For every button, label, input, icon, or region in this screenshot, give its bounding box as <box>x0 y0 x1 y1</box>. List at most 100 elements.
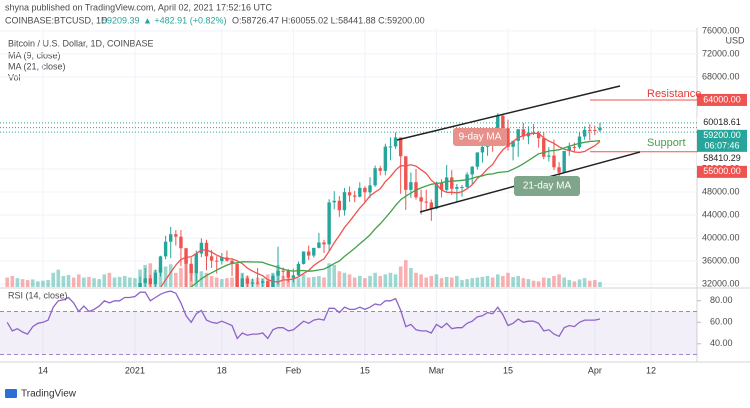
candle-body <box>496 115 500 139</box>
volume-bar <box>470 278 475 287</box>
candle-body <box>179 236 183 249</box>
volume-bar <box>388 272 393 287</box>
last-price: 59209.39 <box>102 15 140 25</box>
y-tick-label: 44000.00 <box>702 209 740 219</box>
volume-bar <box>342 272 347 287</box>
candle-body <box>450 177 454 189</box>
annotation-box <box>453 128 507 146</box>
candle-body <box>557 167 561 173</box>
x-tick-label: Mar <box>429 365 445 375</box>
candle-body <box>312 247 316 256</box>
volume-bar <box>373 272 377 287</box>
x-tick-label: 15 <box>360 365 370 375</box>
volume-bar <box>5 277 9 287</box>
candle-body <box>332 200 336 203</box>
volume-bar <box>475 277 480 287</box>
volume-bar <box>179 268 183 287</box>
candle-body <box>342 192 347 211</box>
volume-bar <box>357 275 362 287</box>
candle-body <box>363 187 367 193</box>
volume-bar <box>87 276 91 287</box>
volume-bar <box>112 277 117 287</box>
volume-bar <box>521 278 526 287</box>
candle-body <box>301 251 306 264</box>
volume-bar <box>306 277 311 287</box>
candle-body <box>460 186 464 188</box>
volume-bar <box>296 278 301 287</box>
volume-bar <box>593 280 597 287</box>
x-tick-label: 12 <box>646 365 656 375</box>
volume-bar <box>36 281 40 287</box>
candle-body <box>465 174 469 187</box>
price-label: 58410.29 <box>703 153 741 163</box>
volume-bar <box>220 279 224 287</box>
candle-body <box>184 248 188 264</box>
volume-bar <box>557 274 561 287</box>
volume-bar <box>598 281 602 287</box>
y-tick-label: 40000.00 <box>702 232 740 242</box>
volume-bar <box>281 275 285 287</box>
candle-body <box>138 283 142 287</box>
volume-bar <box>541 277 546 287</box>
volume-bar <box>312 276 316 287</box>
candle-body <box>327 202 331 245</box>
candle-body <box>572 146 577 148</box>
x-tick-label: 15 <box>503 365 513 375</box>
volume-bar <box>230 277 234 287</box>
candle-body <box>215 260 219 262</box>
volume-bar <box>582 278 587 287</box>
candle-body <box>373 168 377 186</box>
candle-body <box>306 251 311 256</box>
candle-body <box>158 256 163 273</box>
candle-body <box>577 136 582 148</box>
rsi-band <box>0 311 697 355</box>
volume-bar <box>439 278 444 287</box>
volume-bar <box>337 271 342 287</box>
candle-body <box>209 256 214 261</box>
volume-bar <box>128 277 132 287</box>
rsi-tick-label: 40.00 <box>710 338 733 348</box>
candle-body <box>444 177 449 190</box>
candle-body <box>153 272 158 285</box>
candle-body <box>536 132 541 139</box>
x-tick-label: Feb <box>286 365 302 375</box>
volume-bar <box>20 279 25 287</box>
candle-body <box>419 197 423 202</box>
candle-body <box>378 168 382 171</box>
logo-mark <box>5 389 17 398</box>
x-tick-label: 14 <box>38 365 48 375</box>
candle-body <box>266 281 270 287</box>
volume-bar <box>97 279 101 287</box>
candle-body <box>286 270 290 278</box>
volume-bar <box>163 266 168 287</box>
price-label-box <box>697 116 747 129</box>
y-tick-label: 72000.00 <box>702 48 740 58</box>
volume-bar <box>71 277 76 287</box>
annotation: 9-day MA <box>459 132 502 143</box>
volume-bar <box>378 275 383 287</box>
candle-body <box>347 192 352 196</box>
volume-bar <box>495 274 500 287</box>
volume-bar <box>168 264 173 287</box>
candle-body <box>480 146 485 153</box>
price-label-box <box>697 93 747 106</box>
candle-body <box>511 140 515 147</box>
price-label-box <box>697 129 747 152</box>
volume-bar <box>444 276 449 287</box>
candle-body <box>352 195 357 197</box>
volume-bar <box>434 274 439 287</box>
volume-bar <box>92 278 96 287</box>
y-tick-label: 76000.00 <box>702 25 740 35</box>
volume-bar <box>122 275 127 287</box>
volume-bar <box>424 277 429 287</box>
volume-bar <box>485 275 490 287</box>
annotation: Resistance <box>647 88 701 100</box>
candle-body <box>409 182 413 190</box>
volume-bar <box>76 274 81 287</box>
volume-bar <box>301 274 306 287</box>
volume-bar <box>536 281 541 287</box>
volume-bar <box>266 274 270 287</box>
volume-bar <box>317 275 321 287</box>
volume-bar <box>547 278 551 287</box>
candle-body <box>240 278 244 287</box>
